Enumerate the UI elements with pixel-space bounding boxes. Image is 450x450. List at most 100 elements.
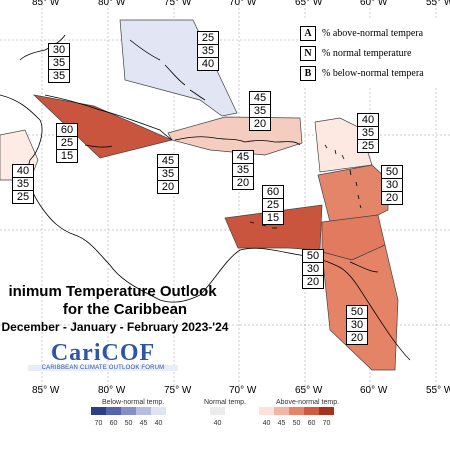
- colorbar-swatch: [319, 407, 334, 415]
- map-period: December - January - February 2023-'24: [1, 320, 229, 334]
- prob-above: 50: [347, 306, 367, 319]
- lon-label-top: 65° W: [295, 0, 323, 8]
- key-text: % below-normal tempera: [322, 67, 424, 79]
- prob-above: 60: [263, 186, 283, 199]
- lon-label-bottom: 55° W: [426, 385, 450, 396]
- prob-normal: 25: [263, 199, 283, 212]
- prob-below: 40: [201, 58, 215, 70]
- map-title-block: inimum Temperature Outlook for the Carib…: [0, 283, 250, 334]
- key-letter: A: [300, 25, 316, 41]
- above-swatches: 40 45 50 60 70: [259, 407, 334, 427]
- prob-box-windward-islands: 50 30 20: [381, 165, 403, 205]
- prob-box-trinidad: 50 30 20: [302, 249, 324, 289]
- prob-below: 20: [161, 181, 175, 193]
- lon-labels: 85° W 80° W 75° W 70° W 65° W 60° W 55° …: [32, 0, 450, 396]
- colorbar-tick: 45: [140, 420, 148, 427]
- prob-below: 20: [236, 177, 250, 189]
- lon-label-top: 80° W: [98, 0, 126, 8]
- prob-above: 25: [198, 32, 218, 45]
- colorbar-swatch: [274, 407, 289, 415]
- lon-label-top: 85° W: [32, 0, 60, 8]
- colorbar-legend: Below-normal temp. Normal temp. Above-no…: [91, 399, 339, 427]
- prob-normal: 35: [233, 164, 253, 177]
- colorbar-tick: 70: [95, 420, 103, 427]
- above-label: Above-normal temp.: [276, 399, 339, 406]
- logo-subtitle: CARIBBEAN CLIMATE OUTLOOK FORUM: [28, 365, 178, 371]
- key-row-normal: N % normal temperature: [300, 45, 412, 61]
- map-key: A % above-normal tempera N % normal temp…: [300, 20, 450, 86]
- colorbar-swatch: [151, 407, 166, 415]
- region-windward: [317, 164, 389, 223]
- map-title: inimum Temperature Outlook: [8, 283, 217, 300]
- prob-below: 20: [306, 276, 320, 288]
- region-bahamas: [119, 19, 238, 117]
- colorbar-swatch: [210, 407, 225, 415]
- key-text: % normal temperature: [322, 47, 412, 59]
- prob-below: 35: [52, 70, 66, 82]
- prob-above: 40: [13, 165, 33, 178]
- caricof-logo: CariCOF CARIBBEAN CLIMATE OUTLOOK FORUM: [28, 340, 178, 371]
- key-row-below: B % below-normal tempera: [300, 65, 424, 81]
- normal-label: Normal temp.: [204, 399, 246, 406]
- prob-below: 20: [350, 332, 364, 344]
- lon-label-top: 70° W: [229, 0, 257, 8]
- prob-box-guianas: 50 30 20: [346, 305, 368, 345]
- lon-label-top: 55° W: [426, 0, 450, 8]
- prob-above: 45: [233, 151, 253, 164]
- lon-label-bottom: 70° W: [229, 385, 257, 396]
- key-letter: N: [300, 45, 316, 61]
- prob-normal: 25: [57, 137, 77, 150]
- colorbar-swatch: [289, 407, 304, 415]
- prob-above: 60: [57, 124, 77, 137]
- prob-below: 25: [361, 140, 375, 152]
- prob-normal: 35: [49, 57, 69, 70]
- colorbar-tick: 70: [323, 420, 331, 427]
- prob-normal: 35: [198, 45, 218, 58]
- lon-label-bottom: 65° W: [295, 385, 323, 396]
- prob-normal: 30: [347, 319, 367, 332]
- lon-label-top: 75° W: [164, 0, 192, 8]
- prob-above: 50: [303, 250, 323, 263]
- colorbar-swatch: [106, 407, 121, 415]
- prob-normal: 30: [382, 179, 402, 192]
- prob-box-bahamas: 25 35 40: [197, 31, 219, 71]
- colorbar-tick: 50: [125, 420, 133, 427]
- prob-above: 30: [49, 44, 69, 57]
- prob-box-leeward-islands: 40 35 25: [357, 113, 379, 153]
- prob-normal: 35: [358, 127, 378, 140]
- prob-below: 25: [16, 191, 30, 203]
- below-swatches: 70 60 50 45 40: [91, 407, 166, 427]
- colorbar-tick: 40: [155, 420, 163, 427]
- prob-normal: 30: [303, 263, 323, 276]
- colorbar-tick: 40: [263, 420, 271, 427]
- colorbar-swatch: [304, 407, 319, 415]
- prob-box-haiti: 45 35 20: [232, 150, 254, 190]
- colorbar-swatch: [136, 407, 151, 415]
- prob-box-jamaica: 45 35 20: [157, 154, 179, 194]
- colorbar-swatch: [259, 407, 274, 415]
- prob-above: 45: [158, 155, 178, 168]
- lon-label-bottom: 60° W: [360, 385, 388, 396]
- key-text: % above-normal tempera: [322, 27, 424, 39]
- key-letter: B: [300, 65, 316, 81]
- colorbar-tick: 50: [293, 420, 301, 427]
- prob-normal: 35: [250, 105, 270, 118]
- lon-label-bottom: 80° W: [98, 385, 126, 396]
- colorbar-swatch: [91, 407, 106, 415]
- colorbar-tick: 40: [214, 420, 222, 427]
- below-label: Below-normal temp.: [102, 399, 164, 406]
- prob-below: 15: [266, 212, 280, 224]
- key-row-above: A % above-normal tempera: [300, 25, 424, 41]
- lon-label-top: 60° W: [360, 0, 388, 8]
- normal-swatch: 40: [210, 407, 225, 427]
- prob-box-belize-north: 30 35 35: [48, 43, 70, 83]
- logo-text: CariCOF: [50, 340, 156, 366]
- colorbar-tick: 45: [278, 420, 286, 427]
- prob-box-abc-islands: 60 25 15: [262, 185, 284, 225]
- prob-normal: 35: [158, 168, 178, 181]
- prob-below: 15: [60, 150, 74, 162]
- prob-above: 50: [382, 166, 402, 179]
- prob-normal: 35: [13, 178, 33, 191]
- colorbar-tick: 60: [308, 420, 316, 427]
- map-subtitle: for the Caribbean: [62, 301, 188, 318]
